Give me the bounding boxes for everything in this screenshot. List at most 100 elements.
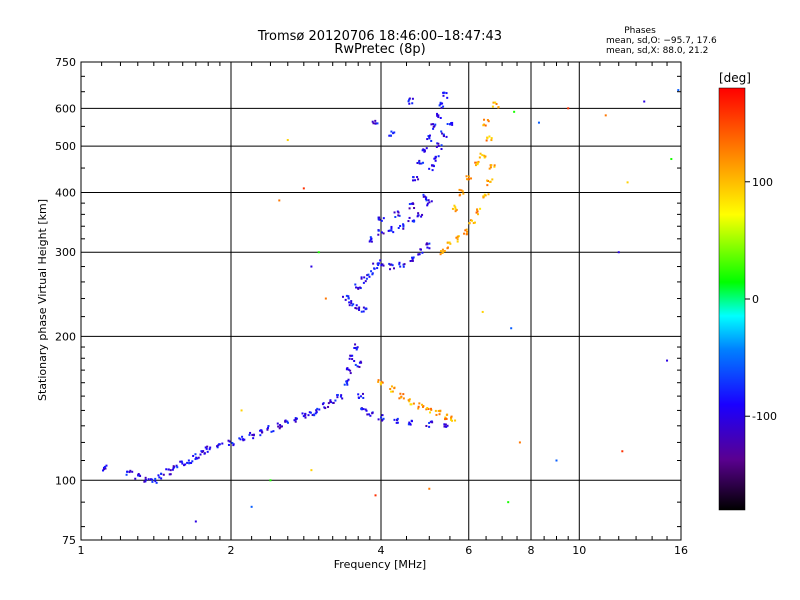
data-point-O [160, 477, 163, 480]
data-point-O [421, 149, 424, 152]
data-point-O [412, 179, 415, 182]
data-point-O [365, 409, 368, 412]
data-point-O [270, 430, 273, 433]
data-point-X [417, 405, 420, 408]
data-point-X [483, 154, 486, 157]
data-point-O [439, 116, 442, 119]
data-point-O [451, 121, 454, 124]
outlier-point [518, 441, 521, 444]
data-point-O [196, 457, 199, 460]
data-point-X [421, 403, 424, 406]
data-point-O [208, 448, 211, 451]
data-point-O [371, 411, 374, 414]
data-point-O [157, 474, 160, 477]
data-point-O [356, 365, 359, 368]
data-point-X [482, 195, 485, 198]
data-point-X [490, 164, 493, 167]
data-point-O [172, 467, 175, 470]
data-point-O [422, 161, 425, 164]
data-point-O [354, 307, 357, 310]
data-point-O [348, 357, 351, 360]
data-point-X [434, 409, 437, 412]
data-point-O [378, 216, 381, 219]
data-point-O [354, 363, 357, 366]
data-point-O [394, 215, 397, 218]
data-point-O [302, 415, 305, 418]
data-point-O [421, 213, 424, 216]
data-point-O [137, 474, 140, 477]
data-point-O [423, 150, 426, 153]
phases-mean-o: mean, sd,O: −95.7, 17.6 [606, 36, 717, 46]
data-point-O [434, 159, 437, 162]
data-point-O [418, 253, 421, 256]
data-point-O [358, 306, 361, 309]
outlier-point [617, 251, 620, 254]
data-point-O [396, 421, 399, 424]
data-point-X [458, 188, 461, 191]
data-point-O [209, 446, 212, 449]
data-point-O [345, 380, 348, 383]
outlier-point [507, 501, 510, 504]
data-point-O [418, 162, 421, 165]
data-point-X [380, 380, 383, 383]
data-point-O [380, 264, 383, 267]
data-point-O [443, 423, 446, 426]
data-point-O [408, 207, 411, 210]
data-point-O [101, 469, 104, 472]
data-point-X [489, 180, 492, 183]
data-point-O [356, 346, 359, 349]
data-point-X [457, 235, 460, 238]
data-point-O [187, 459, 190, 462]
x-tick-label: 8 [528, 544, 535, 557]
data-point-X [449, 242, 452, 245]
data-point-O [304, 416, 307, 419]
data-point-O [351, 358, 354, 361]
data-point-O [402, 263, 405, 266]
data-point-O [366, 274, 369, 277]
data-point-O [393, 211, 396, 214]
data-point-X [455, 236, 458, 239]
data-point-O [151, 480, 154, 483]
data-point-O [358, 361, 361, 364]
data-point-X [379, 382, 382, 385]
x-tick-label: 10 [572, 544, 586, 557]
data-point-O [381, 419, 384, 422]
data-point-O [171, 468, 174, 471]
data-point-O [370, 240, 373, 243]
data-point-O [329, 400, 332, 403]
data-point-O [370, 237, 373, 240]
data-point-O [344, 298, 347, 301]
data-point-O [364, 408, 367, 411]
data-point-O [428, 425, 431, 428]
data-point-O [367, 273, 370, 276]
data-point-O [301, 412, 304, 415]
data-point-O [355, 307, 358, 310]
data-point-O [332, 401, 335, 404]
data-point-O [355, 348, 358, 351]
data-point-O [294, 417, 297, 420]
data-point-O [432, 123, 435, 126]
data-point-X [491, 105, 494, 108]
data-point-O [431, 164, 434, 167]
data-point-O [195, 456, 198, 459]
data-point-O [315, 411, 318, 414]
data-point-X [438, 413, 441, 416]
data-point-O [362, 306, 365, 309]
data-point-X [486, 184, 489, 187]
data-point-X [442, 250, 445, 253]
data-point-X [490, 137, 493, 140]
data-point-O [293, 419, 296, 422]
data-point-O [369, 236, 372, 239]
data-point-X [474, 164, 477, 167]
data-point-X [485, 139, 488, 142]
data-point-X [390, 390, 393, 393]
data-point-O [251, 433, 254, 436]
data-point-X [439, 253, 442, 256]
data-point-O [399, 265, 402, 268]
data-point-X [425, 408, 428, 411]
data-point-O [199, 453, 202, 456]
data-point-O [267, 425, 270, 428]
data-point-O [149, 478, 152, 481]
data-point-X [476, 208, 479, 211]
data-point-O [390, 130, 393, 133]
